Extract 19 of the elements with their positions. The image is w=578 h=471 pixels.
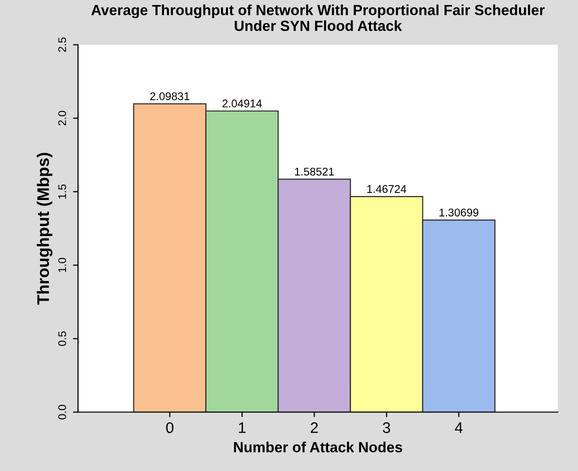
- x-tick-label: 1: [238, 422, 246, 433]
- data-label: 1.58521: [295, 168, 334, 176]
- y-tick-label: 2.5: [58, 37, 66, 52]
- data-label: 2.04914: [222, 100, 262, 108]
- x-tick-label: 0: [166, 422, 174, 434]
- x-tick-label: 3: [382, 422, 390, 434]
- y-axis-title: Throughput (Mbps): [36, 152, 52, 305]
- data-label: 1.30699: [440, 208, 478, 216]
- y-tick-label: 0.5: [58, 331, 66, 346]
- data-label: 2.09831: [150, 92, 190, 100]
- x-axis-title: Number of Attack Nodes: [234, 442, 402, 452]
- x-tick-label: 4: [454, 422, 463, 433]
- data-label: 1.46724: [367, 185, 406, 193]
- x-tick-label: 2: [310, 422, 318, 433]
- chart-title: Average Throughput of Network With Proportional Fair Scheduler Under SYN Flood Attack: [91, 4, 545, 31]
- y-tick-label: 2.0: [58, 110, 66, 126]
- y-tick-label: 1.5: [58, 184, 66, 199]
- y-tick-label: 0.0: [58, 404, 66, 420]
- y-tick-label: 1.0: [58, 258, 66, 272]
